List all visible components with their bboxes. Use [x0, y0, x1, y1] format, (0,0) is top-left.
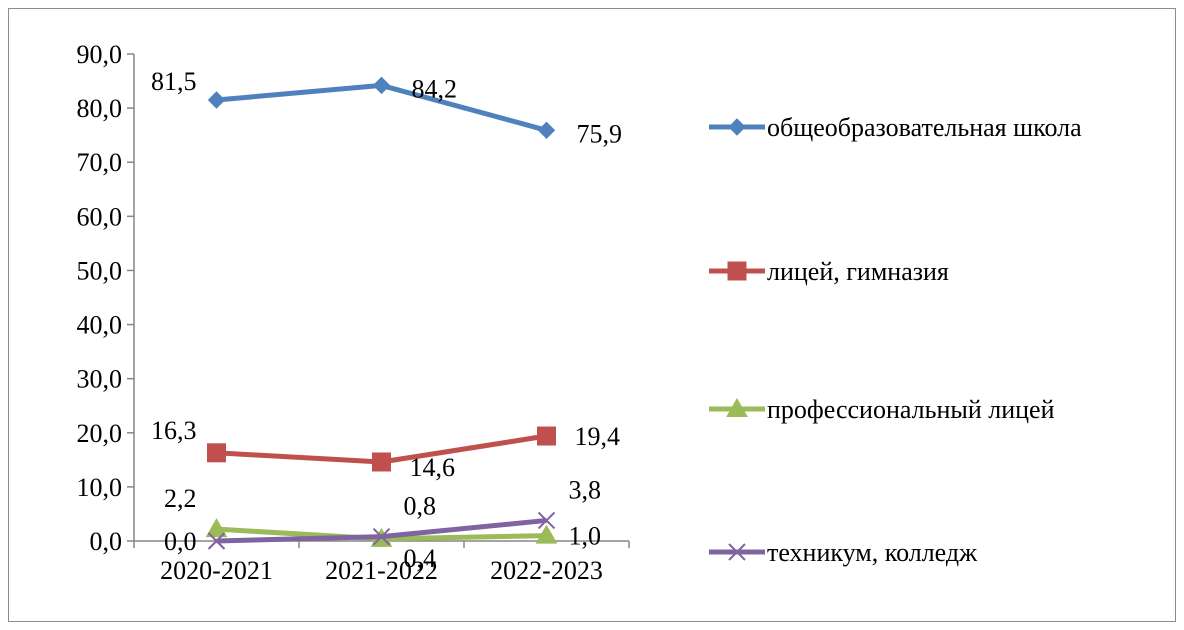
y-tick-label: 90,0	[77, 40, 123, 69]
series-1-data-label: 81,5	[151, 67, 197, 96]
y-tick-label: 20,0	[77, 419, 123, 448]
series-1-point	[537, 121, 556, 140]
series-4-point	[207, 532, 226, 550]
series-3-data-label: 1,0	[569, 522, 602, 551]
legend-label: лицей, гимназия	[767, 257, 949, 286]
legend: общеобразовательная школа лицей, гимназия…	[709, 113, 1082, 567]
x-tick-label: 2022-2023	[490, 556, 603, 585]
series-4-data-label: 0,0	[164, 527, 197, 556]
series-2-data-label: 14,6	[410, 453, 456, 482]
series-2-point	[207, 443, 226, 463]
series-4-data-label: 0,8	[404, 492, 437, 521]
series-1-data-label: 75,9	[577, 119, 623, 148]
y-tick-label: 40,0	[77, 311, 123, 340]
series-1-point	[372, 76, 391, 95]
series-3-data-label: 0,4	[404, 544, 437, 573]
legend-item-3: профессиональный лицей	[709, 395, 1055, 424]
legend-label: профессиональный лицей	[767, 395, 1055, 424]
series-1-point	[207, 91, 226, 109]
legend-marker	[728, 118, 746, 136]
series-4-point	[372, 527, 391, 546]
legend-label: общеобразовательная школа	[767, 113, 1082, 142]
series-2-data-label: 16,3	[151, 416, 197, 445]
y-tick-label: 30,0	[77, 365, 123, 394]
series-lines	[205, 76, 558, 550]
x-tick-label: 2020-2021	[160, 556, 273, 585]
series-4-point	[537, 511, 556, 530]
series-2-point	[537, 426, 556, 446]
y-tick-label: 80,0	[77, 94, 123, 123]
series-3-point	[535, 524, 558, 544]
marker-stroke	[537, 511, 556, 530]
legend-item-4: техникум, колледж	[709, 538, 978, 567]
legend-marker	[728, 543, 746, 561]
legend-marker	[726, 397, 748, 417]
series-4-data-label: 3,8	[569, 475, 602, 504]
y-tick-label: 10,0	[77, 473, 123, 502]
y-tick-label: 50,0	[77, 256, 123, 285]
marker-stroke	[372, 527, 391, 546]
line-chart: 0,0 10,0 20,0 30,0 40,0 50,0 60,0 70,0 80,0 90,0 2…	[77, 40, 1083, 585]
marker-stroke	[728, 543, 746, 561]
axes: 0,0 10,0 20,0 30,0 40,0 50,0 60,0 70,0 80,0 90,0 2…	[77, 40, 630, 585]
legend-item-2: лицей, гимназия	[709, 257, 949, 286]
legend-item-1: общеобразовательная школа	[709, 113, 1082, 142]
marker-stroke	[207, 532, 226, 550]
y-tick-label: 0,0	[90, 527, 123, 556]
series-2-data-label: 19,4	[575, 422, 621, 451]
legend-label: техникум, колледж	[767, 538, 978, 567]
legend-marker	[727, 261, 747, 281]
chart-frame: 0,0 10,0 20,0 30,0 40,0 50,0 60,0 70,0 80,0 90,0 2…	[8, 8, 1176, 622]
x-tick-label: 2021-2022	[325, 556, 438, 585]
series-2-point	[372, 452, 391, 472]
y-tick-label: 70,0	[77, 148, 123, 177]
series-3-point	[205, 518, 228, 538]
series-1-data-label: 84,2	[412, 74, 458, 103]
data-labels: 81,5 84,2 75,9 16,3 14,6 19,4 2,2 0,4 1,0 0,0 0,8 3…	[151, 67, 622, 573]
y-tick-label: 60,0	[77, 202, 123, 231]
series-3-data-label: 2,2	[164, 484, 197, 513]
